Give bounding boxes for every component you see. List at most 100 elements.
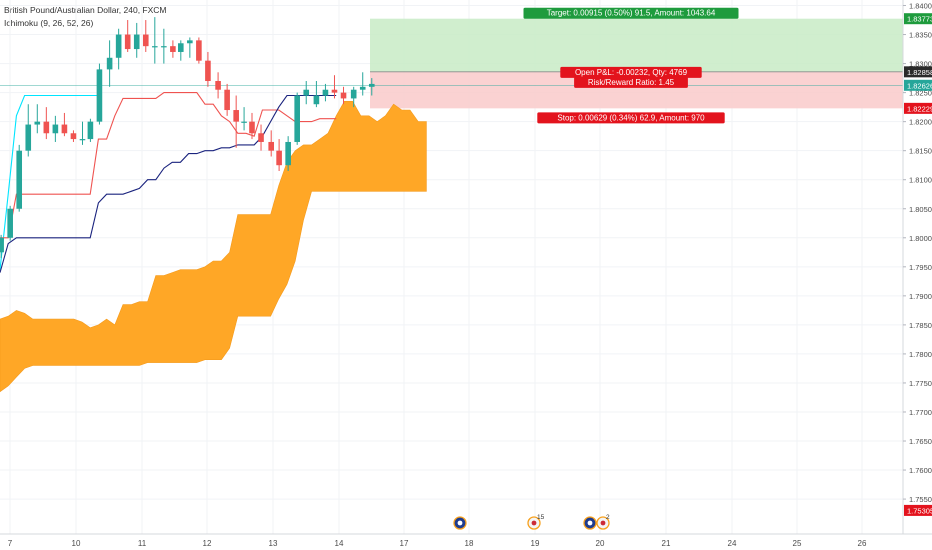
price-tag-label: 1.75305 — [907, 506, 932, 515]
time-tick-label: 20 — [596, 539, 605, 548]
candle-body — [224, 89, 230, 111]
candle-body — [340, 92, 347, 99]
price-tag-bg — [904, 504, 932, 516]
australia-flag-icon-center — [457, 520, 463, 526]
grid-lines — [0, 0, 903, 534]
price-tick-label: 1.79000 — [909, 292, 932, 301]
stop-label-bg — [537, 112, 725, 124]
candle-body — [25, 124, 32, 151]
candle-body — [34, 121, 41, 125]
rr-label: Risk/Reward Ratio: 1.45 — [588, 78, 675, 87]
candle-body — [115, 34, 122, 58]
event-badge: 15 — [537, 514, 545, 521]
time-axis: 7 10 11 12 13 14 17 18 19 20 21 24 25 26 — [0, 533, 932, 548]
candle-body — [61, 124, 68, 134]
price-axis-bg — [903, 0, 932, 550]
candle-body — [322, 89, 329, 96]
price-tick-label: 1.83500 — [909, 31, 932, 40]
candle-body — [43, 121, 50, 134]
time-tick-label: 7 — [8, 539, 13, 548]
candle-body — [276, 150, 282, 166]
time-tick-label: 10 — [72, 539, 81, 548]
price-tick-label: 1.80000 — [909, 234, 932, 243]
time-tick-label: 12 — [203, 539, 212, 548]
time-tick-label: 21 — [662, 539, 671, 548]
price-tick-label: 1.81500 — [909, 147, 932, 156]
candle-body — [96, 69, 103, 122]
candle-body — [52, 124, 59, 134]
target-zone — [370, 18, 903, 72]
uk-flag-icon-center — [600, 520, 606, 526]
candle-body — [313, 95, 320, 105]
price-tick-label: 1.81000 — [909, 176, 932, 185]
time-tick-label: 18 — [465, 539, 474, 548]
kumo-cloud — [0, 101, 427, 393]
candle-body — [368, 83, 375, 87]
price-tick-label: 1.82000 — [909, 118, 932, 127]
candle-body — [258, 133, 264, 142]
pnl-label-bg — [560, 66, 702, 78]
price-tick-label: 1.79500 — [909, 263, 932, 272]
candle-body — [142, 34, 149, 47]
price-tick-label: 1.77000 — [909, 408, 932, 417]
candle-body — [205, 60, 211, 82]
price-tick-label: 1.83000 — [909, 60, 932, 69]
price-tag-label: 1.82229 — [907, 104, 932, 113]
price-tag-bg — [904, 79, 932, 91]
price-tag-label: 1.82858 — [907, 68, 932, 77]
price-tick-label: 1.75500 — [909, 495, 932, 504]
candle-body — [285, 141, 291, 166]
candle-body — [331, 89, 338, 93]
ichimoku-cloud — [0, 101, 427, 393]
economic-events: 15 2 — [453, 514, 610, 530]
time-tick-label: 14 — [335, 539, 344, 548]
pnl-label: Open P&L: -0.00232, Qty: 4769 — [575, 68, 688, 77]
stop-label: Stop: 0.00629 (0.34%) 62.9, Amount: 970 — [557, 113, 705, 122]
chikou-line — [0, 94, 337, 273]
australia-flag-icon-center — [587, 520, 593, 526]
price-tag-label: 1.83773 — [907, 15, 932, 24]
price-tag-bg — [904, 66, 932, 78]
time-tick-label: 19 — [531, 539, 540, 548]
candle-body — [215, 81, 221, 90]
ichimoku-lines — [0, 92, 337, 273]
candle-body — [7, 208, 13, 238]
event-badge: 2 — [606, 514, 610, 521]
candle-body — [303, 89, 310, 96]
candle-body — [196, 40, 202, 61]
target-label: Target: 0.00915 (0.50%) 91.5, Amount: 10… — [547, 9, 716, 18]
position-zones — [0, 18, 903, 109]
price-tick-label: 1.78500 — [909, 321, 932, 330]
candle-body — [268, 141, 274, 151]
time-tick-label: 25 — [793, 539, 802, 548]
candle-body — [170, 46, 176, 52]
candle-body — [178, 43, 184, 52]
time-tick-label: 11 — [138, 539, 147, 548]
candle-body — [152, 46, 158, 48]
candle-body — [350, 89, 357, 99]
price-tick-label: 1.82500 — [909, 89, 932, 98]
candle-body — [249, 121, 255, 134]
candle-body — [233, 110, 239, 122]
chart-title: British Pound/Australian Dollar, 240, FX… — [4, 5, 167, 15]
time-tick-label: 13 — [269, 539, 278, 548]
candle-body — [359, 86, 366, 90]
price-axis: 1.84000 1.83500 1.83000 1.82500 1.82000 1.815… — [902, 0, 932, 550]
candle-body — [241, 121, 247, 123]
time-tick-label: 26 — [858, 539, 867, 548]
candle-body — [16, 150, 23, 209]
price-tick-label: 1.78000 — [909, 350, 932, 359]
candlesticks — [0, 17, 375, 259]
indicator-legend[interactable]: Ichimoku (9, 26, 52, 26) — [4, 18, 94, 28]
price-tag-bg — [904, 102, 932, 114]
tenkan-line — [0, 94, 99, 270]
time-tick-label: 17 — [400, 539, 409, 548]
uk-flag-icon-center — [531, 520, 537, 526]
candle-body — [70, 133, 77, 140]
candle-body — [106, 57, 113, 70]
position-labels: Target: 0.00915 (0.50%) 91.5, Amount: 10… — [523, 7, 739, 124]
candle-body — [161, 46, 167, 48]
candle-body — [0, 237, 4, 253]
price-tag-bg — [904, 13, 932, 25]
